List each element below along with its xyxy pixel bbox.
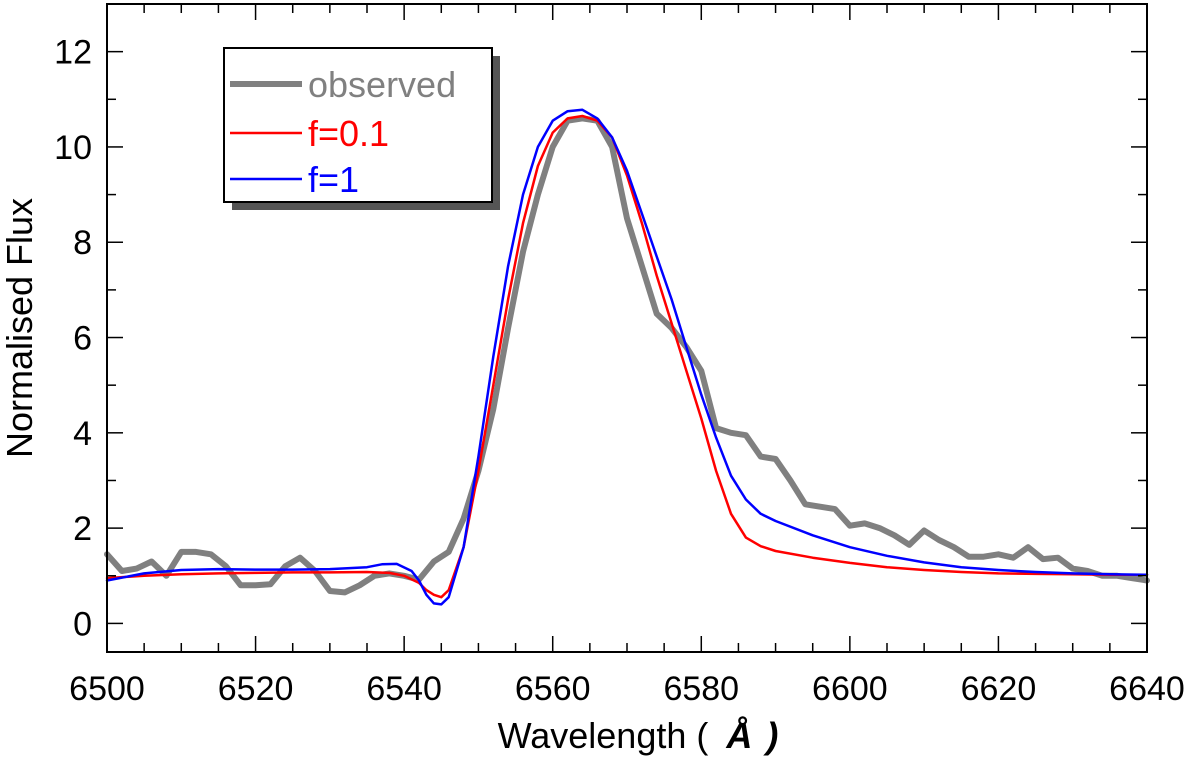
y-tick-label: 4 bbox=[73, 415, 92, 453]
series-f-0-1 bbox=[105, 114, 1149, 599]
y-tick-label: 0 bbox=[73, 605, 92, 643]
x-tick-label: 6500 bbox=[69, 670, 145, 708]
plot-lines bbox=[104, 108, 1150, 606]
x-axis-unit: Å bbox=[725, 715, 752, 756]
y-tick-label: 12 bbox=[54, 34, 92, 72]
x-axis-title-text: Wavelength ( bbox=[498, 715, 709, 756]
tick-labels: 6500 6520 6540 6560 6580 6600 6620 6640 0 2 4 6 8 10 1… bbox=[54, 34, 1185, 708]
x-tick-label: 6580 bbox=[663, 670, 739, 708]
x-tick-label: 6520 bbox=[218, 670, 294, 708]
x-tick-label: 6600 bbox=[812, 670, 888, 708]
y-tick-label: 6 bbox=[73, 320, 92, 358]
series-f-1 bbox=[105, 108, 1149, 606]
y-tick-label: 8 bbox=[73, 224, 92, 262]
x-axis-title-close: ) bbox=[762, 715, 778, 756]
x-tick-label: 6640 bbox=[1109, 670, 1185, 708]
y-axis-title: Normalised Flux bbox=[0, 198, 40, 458]
legend-label-observed: observed bbox=[308, 64, 456, 105]
x-tick-label: 6560 bbox=[515, 670, 591, 708]
axis-ticks bbox=[106, 4, 1148, 652]
y-tick-label: 10 bbox=[54, 129, 92, 167]
legend-label-f-0-1: f=0.1 bbox=[308, 113, 389, 154]
y-tick-label: 2 bbox=[73, 510, 92, 548]
x-axis-title: Wavelength ( Å ) bbox=[498, 715, 779, 756]
legend-box bbox=[223, 47, 493, 203]
x-tick-label: 6540 bbox=[366, 670, 442, 708]
x-tick-label: 6620 bbox=[961, 670, 1037, 708]
legend-label-f-1: f=1 bbox=[308, 159, 359, 200]
legend: observed f=0.1 f=1 bbox=[223, 47, 500, 210]
